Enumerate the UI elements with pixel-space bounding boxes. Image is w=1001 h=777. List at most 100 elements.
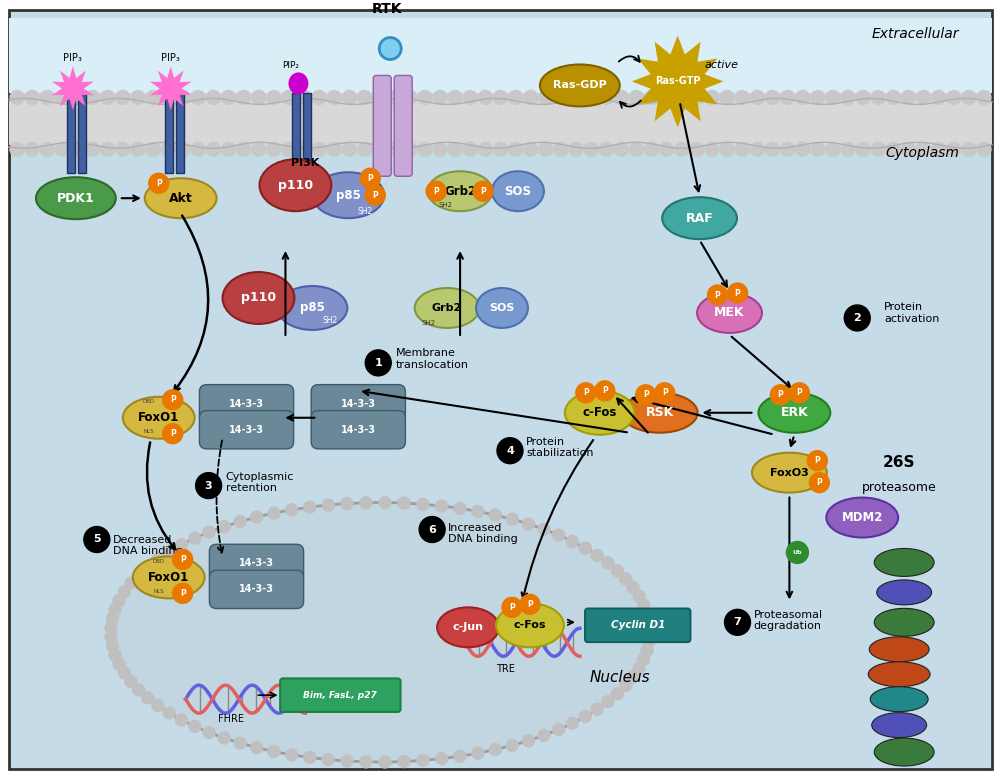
Circle shape — [844, 305, 870, 331]
Text: MEK: MEK — [715, 306, 745, 319]
Ellipse shape — [752, 453, 827, 493]
Circle shape — [176, 90, 190, 104]
Text: DBD: DBD — [143, 399, 155, 404]
Text: p110: p110 — [278, 179, 313, 192]
Circle shape — [808, 451, 827, 471]
Circle shape — [70, 142, 84, 156]
Ellipse shape — [36, 177, 116, 219]
Circle shape — [379, 497, 391, 509]
Text: 14-3-3: 14-3-3 — [239, 584, 274, 594]
Circle shape — [303, 501, 315, 513]
Circle shape — [106, 640, 118, 652]
Circle shape — [725, 609, 751, 636]
Circle shape — [40, 90, 54, 104]
Circle shape — [125, 675, 137, 688]
Ellipse shape — [123, 397, 194, 439]
Ellipse shape — [222, 272, 294, 324]
Circle shape — [493, 90, 508, 104]
Circle shape — [630, 142, 644, 156]
Circle shape — [507, 513, 519, 525]
Circle shape — [585, 90, 599, 104]
Circle shape — [453, 503, 465, 514]
Circle shape — [569, 142, 583, 156]
Text: 4: 4 — [507, 446, 514, 455]
Circle shape — [592, 549, 603, 561]
Circle shape — [116, 142, 130, 156]
Circle shape — [419, 517, 445, 542]
Circle shape — [203, 726, 215, 738]
Ellipse shape — [868, 662, 930, 687]
Text: FoxO1: FoxO1 — [138, 411, 179, 424]
Text: SOS: SOS — [505, 185, 532, 197]
Circle shape — [113, 594, 125, 607]
Circle shape — [176, 142, 190, 156]
Circle shape — [489, 509, 502, 521]
Circle shape — [633, 591, 645, 602]
Circle shape — [627, 671, 639, 683]
Text: PIP₃: PIP₃ — [63, 54, 82, 64]
Circle shape — [218, 732, 230, 744]
Circle shape — [478, 142, 492, 156]
Circle shape — [203, 526, 215, 538]
Circle shape — [796, 90, 810, 104]
Text: 14-3-3: 14-3-3 — [229, 399, 264, 409]
FancyBboxPatch shape — [394, 75, 412, 176]
Circle shape — [312, 90, 326, 104]
Circle shape — [660, 142, 674, 156]
Text: MDM2: MDM2 — [842, 511, 883, 524]
Circle shape — [580, 710, 592, 723]
Circle shape — [252, 90, 265, 104]
Circle shape — [433, 90, 447, 104]
Ellipse shape — [565, 391, 635, 434]
Circle shape — [173, 584, 192, 604]
Circle shape — [173, 549, 192, 570]
Circle shape — [471, 505, 483, 517]
Circle shape — [751, 142, 765, 156]
Circle shape — [595, 381, 615, 401]
Text: Increased
DNA binding: Increased DNA binding — [448, 523, 518, 545]
Circle shape — [379, 756, 391, 768]
FancyBboxPatch shape — [9, 102, 992, 145]
Circle shape — [70, 90, 84, 104]
Circle shape — [435, 753, 447, 765]
Circle shape — [600, 142, 614, 156]
Circle shape — [341, 497, 353, 510]
Circle shape — [509, 142, 523, 156]
Text: Cyclin D1: Cyclin D1 — [611, 620, 665, 630]
Circle shape — [152, 699, 164, 712]
Circle shape — [463, 142, 477, 156]
Circle shape — [871, 142, 885, 156]
Ellipse shape — [476, 288, 528, 328]
Text: c-Jun: c-Jun — [452, 622, 483, 632]
Circle shape — [602, 557, 614, 569]
Circle shape — [163, 423, 182, 444]
FancyBboxPatch shape — [9, 9, 992, 769]
Text: ERK: ERK — [781, 406, 808, 420]
Text: Grb2: Grb2 — [444, 185, 476, 197]
Ellipse shape — [874, 608, 934, 636]
Circle shape — [736, 90, 749, 104]
Circle shape — [416, 754, 428, 766]
Text: P: P — [735, 288, 741, 298]
Circle shape — [152, 553, 164, 565]
Circle shape — [268, 507, 280, 519]
Circle shape — [810, 472, 829, 493]
Text: 14-3-3: 14-3-3 — [340, 425, 375, 434]
Text: Bim, FasL, p27: Bim, FasL, p27 — [303, 691, 377, 699]
Text: TRE: TRE — [495, 664, 515, 674]
Text: active: active — [705, 61, 739, 71]
Circle shape — [705, 90, 719, 104]
Circle shape — [636, 385, 656, 405]
Circle shape — [612, 688, 624, 700]
Text: p85: p85 — [300, 301, 325, 315]
Ellipse shape — [869, 637, 929, 662]
Text: p110: p110 — [241, 291, 276, 305]
Circle shape — [40, 142, 54, 156]
Text: P: P — [715, 291, 721, 299]
Circle shape — [675, 90, 689, 104]
FancyBboxPatch shape — [311, 385, 405, 423]
Circle shape — [448, 90, 462, 104]
Circle shape — [357, 90, 371, 104]
Circle shape — [402, 142, 416, 156]
Circle shape — [708, 285, 728, 305]
